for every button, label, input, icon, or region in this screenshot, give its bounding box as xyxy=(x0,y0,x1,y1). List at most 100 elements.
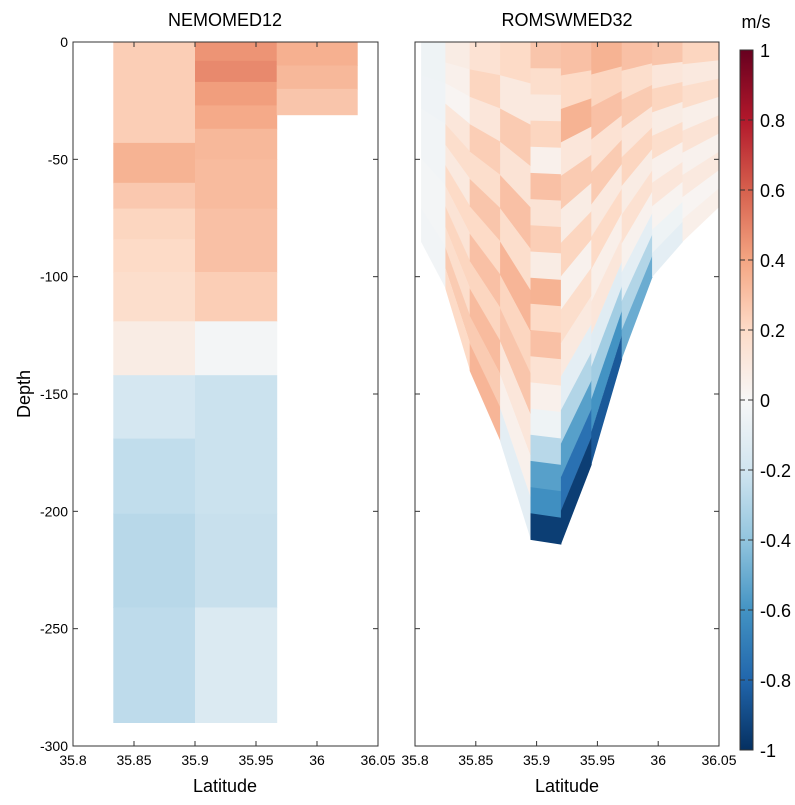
heat-cell xyxy=(652,121,683,160)
heat-cell xyxy=(560,211,592,277)
heat-cell xyxy=(445,83,471,125)
panel-title-left: NEMOMED12 xyxy=(168,10,282,30)
x-tick-label: 35.85 xyxy=(116,752,151,768)
heat-cell xyxy=(560,351,592,445)
heat-cell xyxy=(469,315,501,409)
heat-cell xyxy=(621,212,653,302)
heat-cell xyxy=(113,438,196,515)
heat-cell xyxy=(530,408,562,439)
x-axis-right: 35.8 35.85 35.9 35.95 36 36.05 xyxy=(401,41,737,768)
x-tick-label: 35.8 xyxy=(401,752,428,768)
heat-cell xyxy=(421,208,446,269)
heat-cell xyxy=(560,408,592,512)
heat-cell xyxy=(560,70,592,110)
heat-cell xyxy=(591,212,623,303)
heat-cell xyxy=(591,188,623,270)
heat-cell xyxy=(560,98,592,143)
x-tick-label: 36.05 xyxy=(360,752,395,768)
heat-cell xyxy=(591,139,623,205)
heat-cell xyxy=(500,42,531,84)
heat-cell xyxy=(560,239,592,311)
heat-cell xyxy=(652,61,683,90)
heat-cell xyxy=(682,169,720,220)
heat-cell xyxy=(500,108,531,167)
heat-cell xyxy=(682,188,720,242)
heat-cell xyxy=(591,334,623,465)
heat-cell xyxy=(113,607,196,723)
heat-cell xyxy=(445,42,471,70)
heat-cell xyxy=(652,141,683,184)
heat-cell xyxy=(500,274,531,375)
x-tick-label: 35.95 xyxy=(580,752,615,768)
heat-cell xyxy=(682,115,720,154)
heat-cell xyxy=(469,96,501,143)
heat-cell xyxy=(591,163,623,238)
heat-cell xyxy=(530,487,562,519)
heat-cell xyxy=(591,42,623,75)
x-tick-label: 35.9 xyxy=(181,752,208,768)
heat-cell xyxy=(591,90,623,140)
heat-cell xyxy=(560,126,592,177)
heat-cell xyxy=(113,208,196,240)
heat-cell xyxy=(530,199,562,228)
heat-cell xyxy=(652,181,683,231)
heat-cell xyxy=(445,165,471,234)
heat-cell xyxy=(195,42,278,62)
heat-cell xyxy=(113,272,196,322)
y-tick-label: 0 xyxy=(60,34,68,50)
heat-cell xyxy=(421,75,446,104)
panel-nemomed12: 35.8 35.85 35.9 35.95 36 36.05 0 -50 -100 -150 -2… xyxy=(14,10,396,796)
heat-cell xyxy=(621,42,653,72)
y-tick-label: -250 xyxy=(40,621,68,637)
heat-cell xyxy=(560,295,592,378)
heat-cell xyxy=(276,88,358,116)
y-tick-label: -50 xyxy=(48,151,68,167)
heat-cell xyxy=(445,124,471,180)
heat-cell xyxy=(560,267,592,344)
heat-cell xyxy=(113,182,196,210)
x-axis-label-left: Latitude xyxy=(193,776,257,796)
heat-cell xyxy=(560,42,592,76)
heat-cell xyxy=(195,128,278,160)
x-tick-label: 36 xyxy=(309,752,325,768)
heat-cell xyxy=(652,101,683,137)
heat-cell xyxy=(591,115,623,173)
x-tick-label: 35.9 xyxy=(523,752,550,768)
heat-cell xyxy=(500,208,531,292)
heat-cell xyxy=(195,81,278,106)
heat-cell xyxy=(530,68,562,96)
heat-cell xyxy=(530,356,562,386)
heat-cell xyxy=(469,69,501,109)
heat-cell xyxy=(500,407,531,540)
heat-cell xyxy=(682,151,720,198)
heat-cell xyxy=(195,60,278,83)
heat-cell xyxy=(445,103,471,152)
heat-cell xyxy=(421,158,446,207)
heat-cell xyxy=(195,159,278,210)
heat-cell xyxy=(195,208,278,273)
heat-cell xyxy=(560,182,592,244)
heat-cell xyxy=(421,175,446,228)
heat-cell xyxy=(530,94,562,122)
heat-cell xyxy=(530,460,562,492)
x-tick-label: 35.85 xyxy=(458,752,493,768)
heat-cell xyxy=(621,170,653,244)
heat-cell xyxy=(682,96,720,132)
heat-cell xyxy=(469,343,501,442)
colorbar: m/s 1 0.8 0.6 0.4 0.2 0 -0.2 -0.4 -0.6 -0.8 -1 xyxy=(739,12,791,761)
heat-cell xyxy=(113,42,196,144)
romswmed32-cells xyxy=(421,42,720,545)
heat-cell xyxy=(469,124,501,176)
colorbar-tick-label: 0.8 xyxy=(760,111,785,131)
heat-cell xyxy=(469,42,501,76)
heat-cell xyxy=(195,375,278,440)
heat-cell xyxy=(530,277,562,307)
colorbar-tick-label: -0.8 xyxy=(760,671,791,691)
colorbar-ticks: 1 0.8 0.6 0.4 0.2 0 -0.2 -0.4 -0.6 -0.8 -1 xyxy=(740,41,791,761)
heat-cell xyxy=(195,513,278,609)
heat-cell xyxy=(500,374,531,499)
heat-cell xyxy=(621,255,653,360)
heat-cell xyxy=(445,144,471,207)
heat-cell xyxy=(530,251,562,281)
